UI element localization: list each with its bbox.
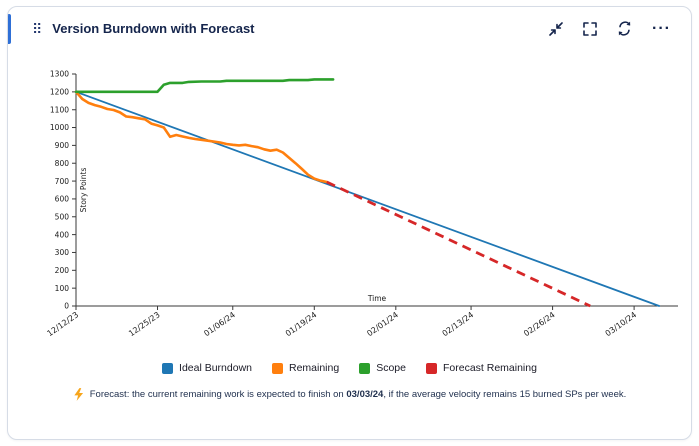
- refresh-icon: [618, 21, 631, 36]
- legend-swatch: [359, 362, 371, 374]
- burndown-chart: 0 100 200 300 400 500 600 700 800 900 1000 1100 1200…: [46, 70, 678, 338]
- svg-text:300: 300: [55, 248, 70, 257]
- collapse-icon: [549, 21, 563, 36]
- widget-actions: ···: [547, 19, 673, 38]
- widget-accent: [8, 14, 11, 44]
- fullscreen-icon: [583, 21, 597, 36]
- legend-swatch: [272, 362, 283, 374]
- svg-text:02/01/24: 02/01/24: [365, 310, 400, 338]
- svg-text:12/12/23: 12/12/23: [46, 310, 81, 338]
- legend-swatch: [425, 362, 437, 374]
- svg-text:1300: 1300: [50, 70, 69, 79]
- forecast-note: Forecast: the current remaining work is …: [8, 384, 691, 411]
- svg-text:Time: Time: [367, 294, 387, 303]
- chart-legend: Ideal Burndown Remaining Scope Forecast Rem…: [8, 362, 691, 374]
- widget-header: ⠿ Version Burndown with Forecast: [8, 7, 691, 42]
- chart-area: 0 100 200 300 400 500 600 700 800 900 1000 1100 1200…: [8, 42, 691, 360]
- svg-text:800: 800: [55, 159, 70, 168]
- svg-text:500: 500: [55, 212, 70, 221]
- svg-text:1200: 1200: [50, 88, 69, 97]
- legend-label: Remaining: [289, 362, 340, 374]
- svg-text:12/25/23: 12/25/23: [127, 310, 162, 338]
- legend-swatch: [162, 362, 174, 374]
- legend-item[interactable]: Forecast Remaining: [425, 362, 537, 374]
- svg-text:200: 200: [55, 266, 70, 275]
- svg-text:02/26/24: 02/26/24: [522, 310, 557, 338]
- forecast-text: Forecast: the current remaining work is …: [89, 389, 627, 400]
- svg-text:1100: 1100: [50, 105, 69, 114]
- svg-text:700: 700: [55, 177, 70, 186]
- svg-text:0: 0: [64, 302, 69, 311]
- legend-label: Scope: [376, 362, 406, 374]
- svg-text:900: 900: [55, 141, 70, 150]
- legend-label: Ideal Burndown: [179, 362, 252, 374]
- legend-item[interactable]: Ideal Burndown: [162, 362, 252, 374]
- fullscreen-button[interactable]: [581, 20, 599, 38]
- more-options-button[interactable]: ···: [652, 19, 671, 37]
- svg-text:400: 400: [55, 230, 70, 239]
- legend-item[interactable]: Remaining: [272, 362, 339, 374]
- svg-text:1000: 1000: [50, 123, 69, 132]
- svg-text:100: 100: [55, 284, 70, 293]
- widget-title: Version Burndown with Forecast: [52, 21, 255, 36]
- svg-text:01/06/24: 01/06/24: [202, 310, 237, 338]
- drag-handle-icon[interactable]: ⠿: [32, 20, 43, 37]
- svg-text:Story Points: Story Points: [79, 168, 88, 213]
- forecast-date: 03/03/24: [346, 389, 384, 400]
- svg-text:03/10/24: 03/10/24: [604, 310, 639, 338]
- svg-text:600: 600: [55, 195, 70, 204]
- collapse-button[interactable]: [547, 20, 565, 38]
- burndown-widget: ⠿ Version Burndown with Forecast: [7, 6, 692, 440]
- lightning-icon: [74, 388, 83, 401]
- legend-label: Forecast Remaining: [442, 362, 537, 374]
- refresh-button[interactable]: [615, 19, 634, 38]
- svg-text:01/19/24: 01/19/24: [284, 310, 319, 338]
- legend-item[interactable]: Scope: [359, 362, 406, 374]
- svg-text:02/13/24: 02/13/24: [441, 310, 476, 338]
